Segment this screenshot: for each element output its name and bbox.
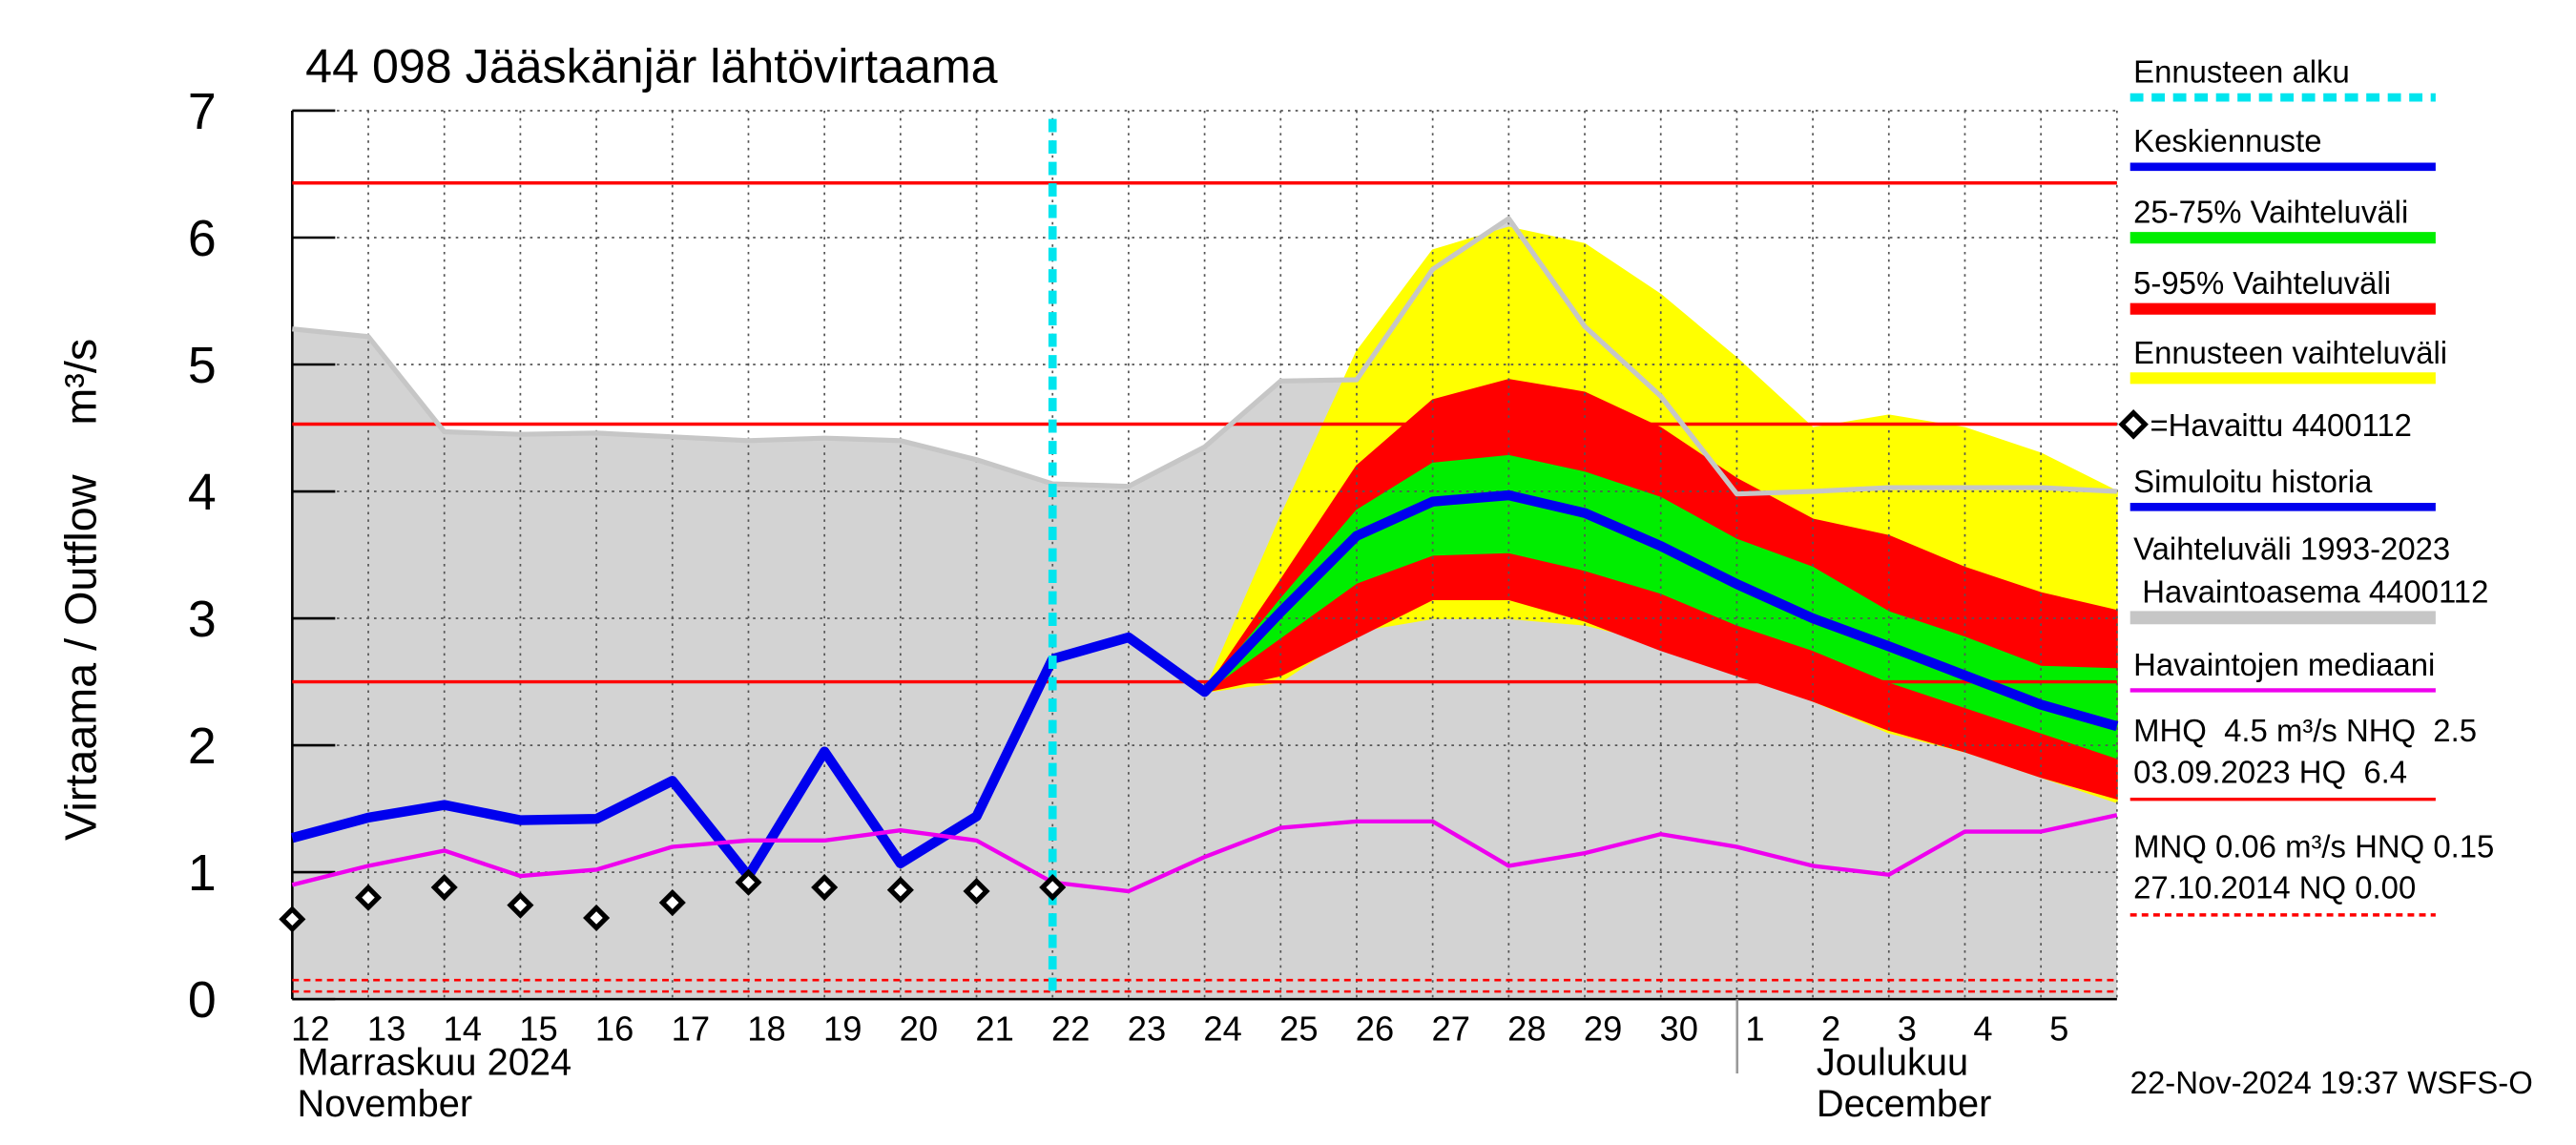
- x-tick-label: 27: [1431, 1009, 1469, 1048]
- observed-point: [583, 904, 611, 932]
- x-tick-label: 29: [1584, 1009, 1622, 1048]
- x-tick-label: 25: [1279, 1009, 1318, 1048]
- month-label: December: [1817, 1083, 1992, 1125]
- series-line: [1050, 489, 2119, 732]
- x-tick-label: 1: [1745, 1009, 1764, 1048]
- legend-marker: [2118, 409, 2149, 440]
- x-tick-label: 12: [291, 1009, 329, 1048]
- y-tick-label: 7: [188, 83, 217, 140]
- x-tick-label: 19: [823, 1009, 862, 1048]
- x-tick-label: 15: [519, 1009, 557, 1048]
- x-tick-label: 22: [1051, 1009, 1090, 1048]
- observed-point: [430, 874, 458, 902]
- y-tick-label: 5: [188, 337, 217, 394]
- observed-point: [811, 874, 839, 902]
- y-axis-label: Virtaama / Outflow m³/s: [55, 339, 105, 841]
- observed-point: [507, 891, 534, 919]
- x-tick-label: 2: [1821, 1009, 1840, 1048]
- x-tick-label: 16: [595, 1009, 634, 1048]
- month-label: Joulukuu: [1817, 1042, 1968, 1084]
- x-tick-label: 24: [1203, 1009, 1241, 1048]
- legend-label: Havaintojen mediaani: [2133, 647, 2435, 682]
- legend-label: 27.10.2014 NQ 0.00: [2133, 870, 2416, 906]
- y-tick-label: 1: [188, 844, 217, 902]
- y-tick-label: 4: [188, 464, 217, 521]
- legend-label: Keskiennuste: [2133, 123, 2321, 158]
- series-line: [291, 656, 1057, 882]
- x-tick-label: 26: [1356, 1009, 1394, 1048]
- chart-title: 44 098 Jääskänjär lähtövirtaama: [305, 40, 997, 94]
- x-tick-label: 4: [1973, 1009, 1992, 1048]
- observed-point: [354, 884, 383, 911]
- observed-point: [886, 876, 914, 904]
- month-label: November: [298, 1083, 473, 1125]
- legend-label: Ennusteen alku: [2133, 54, 2350, 90]
- legend-label: Simuloitu historia: [2133, 464, 2373, 499]
- x-tick-label: 3: [1898, 1009, 1917, 1048]
- legend-label: Ennusteen vaihteluväli: [2133, 335, 2447, 370]
- y-tick-label: 3: [188, 591, 217, 648]
- legend-label: MHQ 4.5 m³/s NHQ 2.5: [2133, 713, 2477, 748]
- x-tick-label: 5: [2049, 1009, 2068, 1048]
- x-tick-label: 14: [444, 1009, 482, 1048]
- observed-point: [658, 888, 686, 917]
- x-tick-label: 28: [1507, 1009, 1546, 1048]
- month-label: Marraskuu 2024: [298, 1042, 572, 1084]
- legend-label: Havaintoasema 4400112: [2133, 574, 2488, 610]
- y-tick-label: 6: [188, 210, 217, 267]
- legend-label: Vaihteluväli 1993-2023: [2133, 531, 2450, 567]
- x-tick-label: 17: [672, 1009, 710, 1048]
- x-tick-label: 18: [747, 1009, 785, 1048]
- series-line: [291, 813, 2118, 894]
- observed-point: [279, 906, 306, 933]
- timestamp: 22-Nov-2024 19:37 WSFS-O: [2130, 1065, 2533, 1100]
- legend-label: 03.09.2023 HQ 6.4: [2133, 754, 2407, 789]
- x-tick-label: 30: [1660, 1009, 1698, 1048]
- observed-point: [735, 868, 762, 896]
- x-tick-label: 13: [367, 1009, 405, 1048]
- legend-label: MNQ 0.06 m³/s HNQ 0.15: [2133, 828, 2494, 864]
- observed-point: [963, 877, 990, 906]
- y-tick-label: 2: [188, 718, 217, 775]
- observed-point: [1039, 874, 1067, 902]
- y-tick-label: 0: [188, 971, 217, 1029]
- range-top-line: [292, 216, 2117, 497]
- x-tick-label: 20: [900, 1009, 938, 1048]
- x-tick-label: 21: [975, 1009, 1013, 1048]
- legend-label: 5-95% Vaihteluväli: [2133, 265, 2391, 301]
- legend-label: 25-75% Vaihteluväli: [2133, 195, 2408, 230]
- legend-label: =Havaittu 4400112: [2150, 407, 2411, 443]
- x-tick-label: 23: [1128, 1009, 1166, 1048]
